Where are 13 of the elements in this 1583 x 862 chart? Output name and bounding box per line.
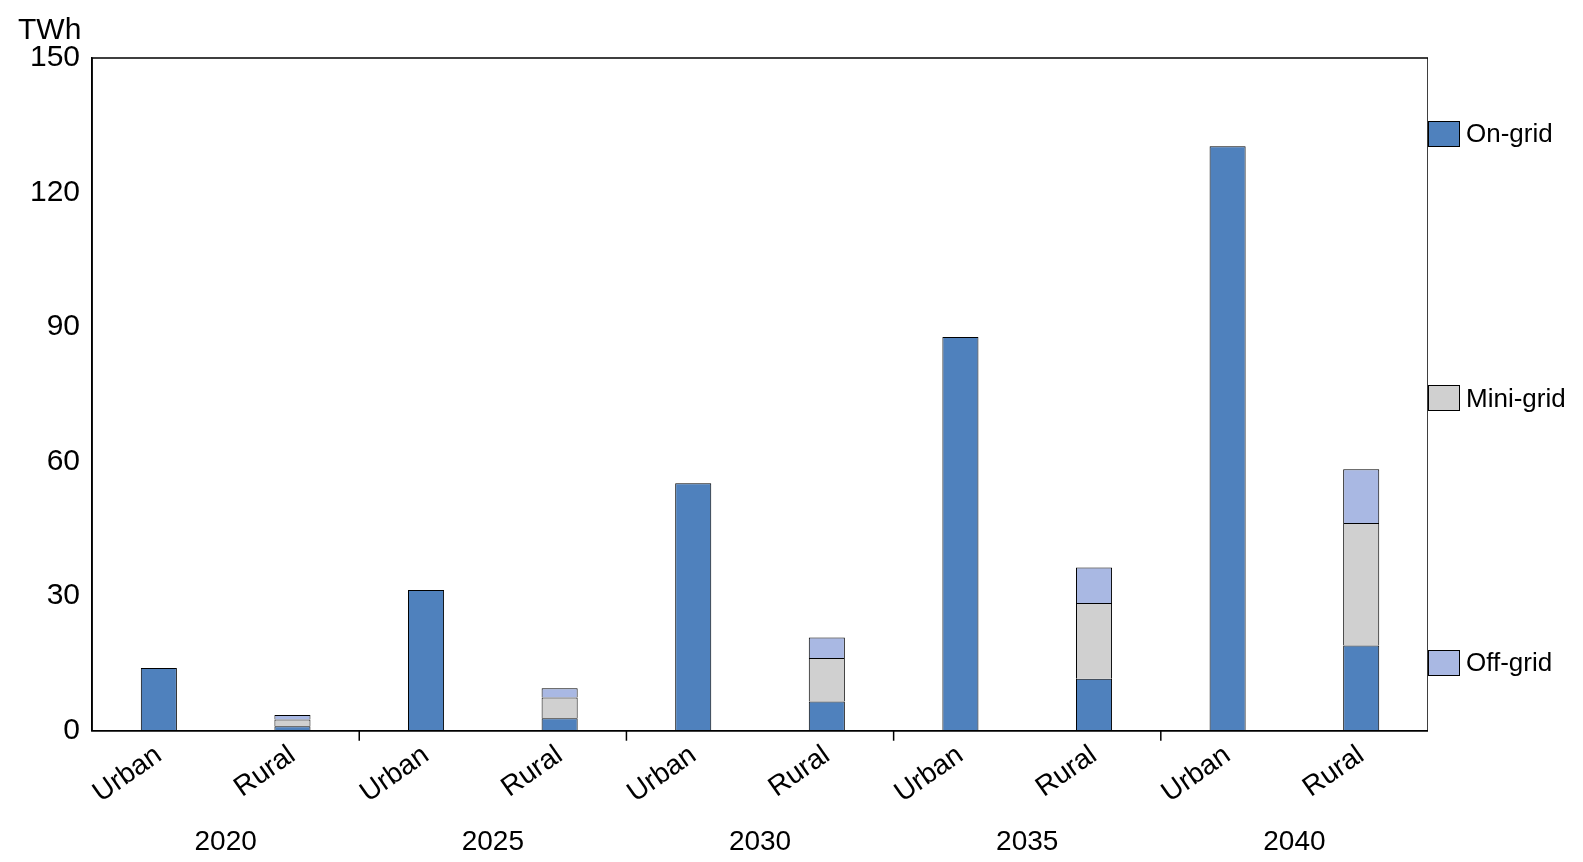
text: 2025: [461, 824, 524, 856]
y-tick-label: 90: [46, 308, 81, 342]
text: 2040: [1263, 824, 1326, 856]
y-tick-label: 120: [29, 173, 81, 207]
legend-label: On-grid: [1466, 118, 1553, 149]
text: 2035: [996, 824, 1059, 856]
legend-label: Mini-grid: [1466, 382, 1566, 414]
text: 2020: [194, 824, 257, 856]
text: 2030: [728, 824, 792, 856]
y-tick-label: 0: [63, 712, 81, 745]
y-tick-label: 30: [46, 577, 81, 611]
y-tick-label: 60: [46, 442, 81, 476]
legend-label: Off-grid: [1466, 647, 1553, 678]
